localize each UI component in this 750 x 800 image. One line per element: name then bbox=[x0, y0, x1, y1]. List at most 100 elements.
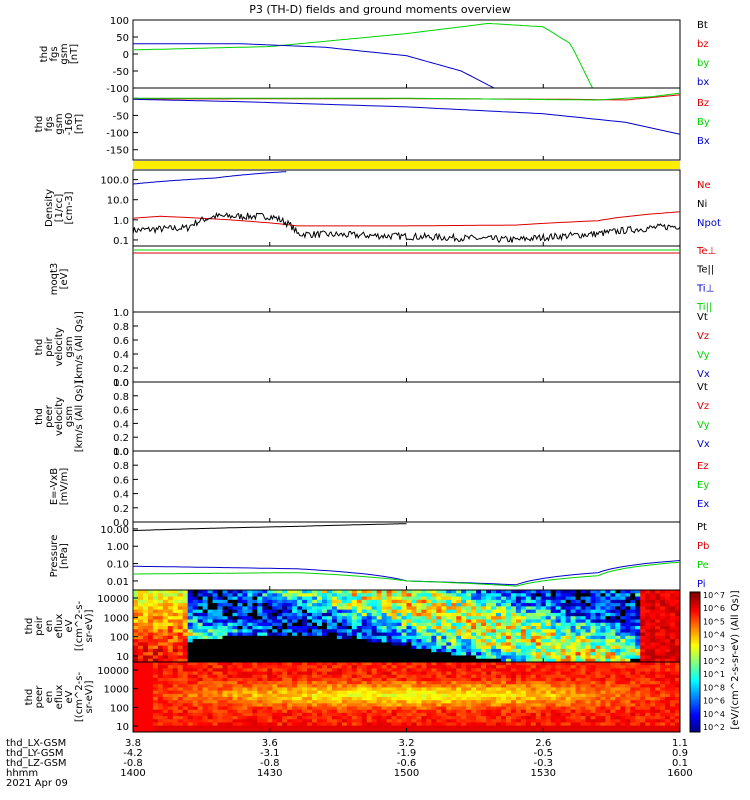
heatmap-cell bbox=[660, 703, 666, 707]
heatmap-cell bbox=[570, 693, 576, 698]
heatmap-cell bbox=[605, 599, 611, 604]
heatmap-cell bbox=[550, 677, 557, 682]
heatmap-cell bbox=[376, 635, 383, 640]
heatmap-cell bbox=[386, 629, 392, 633]
heatmap-cell bbox=[540, 645, 547, 650]
heatmap-cell bbox=[267, 700, 273, 704]
heatmap-cell bbox=[197, 693, 204, 698]
heatmap-cell bbox=[361, 593, 368, 597]
heatmap-cell bbox=[610, 716, 616, 720]
heatmap-cell bbox=[192, 684, 199, 688]
heatmap-cell bbox=[650, 684, 656, 688]
heatmap-cell bbox=[565, 596, 571, 601]
heatmap-cell bbox=[137, 606, 144, 611]
heatmap-cell bbox=[406, 652, 412, 656]
heatmap-cell bbox=[287, 677, 293, 682]
heatmap-cell bbox=[287, 687, 293, 692]
heatmap-cell bbox=[481, 652, 487, 656]
heatmap-cell bbox=[137, 599, 144, 604]
heatmap-cell bbox=[545, 712, 552, 717]
heatmap-cell bbox=[565, 599, 571, 604]
heatmap-cell bbox=[426, 609, 432, 614]
heatmap-cell bbox=[232, 635, 238, 640]
heatmap-cell bbox=[491, 674, 497, 679]
heatmap-cell bbox=[386, 639, 392, 643]
heatmap-cell bbox=[625, 671, 631, 676]
heatmap-cell bbox=[560, 719, 567, 723]
heatmap-cell bbox=[232, 703, 238, 707]
heatmap-cell bbox=[287, 593, 293, 597]
heatmap-cell bbox=[207, 639, 213, 643]
heatmap-cell bbox=[257, 599, 263, 604]
heatmap-cell bbox=[297, 693, 303, 698]
heatmap-cell bbox=[321, 703, 328, 707]
heatmap-cell bbox=[267, 635, 273, 640]
heatmap-cell bbox=[491, 635, 497, 640]
heatmap-cell bbox=[177, 697, 184, 701]
heatmap-cell bbox=[630, 593, 636, 597]
heatmap-cell bbox=[331, 609, 338, 614]
heatmap-cell bbox=[316, 690, 323, 695]
heatmap-cell bbox=[461, 658, 467, 663]
heatmap-cell bbox=[471, 725, 477, 730]
heatmap-cell bbox=[336, 697, 343, 701]
heatmap-cell bbox=[510, 712, 517, 717]
heatmap-cell bbox=[381, 655, 388, 660]
heatmap-cell bbox=[491, 728, 497, 733]
heatmap-cell bbox=[665, 606, 671, 611]
heatmap-cell bbox=[620, 665, 626, 669]
heatmap-cell bbox=[371, 606, 378, 611]
heatmap-cell bbox=[217, 687, 223, 692]
y-tick-label: 0.4 bbox=[113, 490, 129, 501]
heatmap-cell bbox=[640, 635, 646, 640]
heatmap-cell bbox=[451, 671, 457, 676]
heatmap-cell bbox=[351, 706, 358, 711]
heatmap-cell bbox=[630, 622, 636, 627]
heatmap-cell bbox=[361, 616, 368, 620]
heatmap-cell bbox=[615, 677, 621, 682]
heatmap-cell bbox=[262, 629, 268, 633]
heatmap-cell bbox=[555, 709, 562, 714]
heatmap-cell bbox=[615, 706, 621, 711]
heatmap-cell bbox=[217, 662, 223, 666]
heatmap-cell bbox=[287, 665, 293, 669]
heatmap-cell bbox=[535, 719, 542, 723]
heatmap-cell bbox=[386, 593, 392, 597]
heatmap-cell bbox=[660, 635, 666, 640]
heatmap-cell bbox=[645, 590, 651, 594]
heatmap-cell bbox=[187, 677, 194, 682]
heatmap-cell bbox=[600, 606, 606, 611]
heatmap-cell bbox=[416, 619, 422, 624]
heatmap-cell bbox=[177, 616, 184, 620]
heatmap-cell bbox=[302, 674, 308, 679]
heatmap-cell bbox=[346, 725, 353, 730]
heatmap-cell bbox=[411, 658, 417, 663]
heatmap-cell bbox=[147, 622, 154, 627]
heatmap-cell bbox=[157, 645, 164, 650]
heatmap-cell bbox=[456, 690, 462, 695]
heatmap-cell bbox=[456, 719, 462, 723]
heatmap-cell bbox=[192, 671, 199, 676]
heatmap-cell bbox=[356, 728, 363, 733]
heatmap-cell bbox=[640, 716, 646, 720]
heatmap-cell bbox=[217, 619, 223, 624]
heatmap-cell bbox=[471, 687, 477, 692]
heatmap-cell bbox=[655, 612, 661, 617]
heatmap-cell bbox=[341, 712, 348, 717]
heatmap-cell bbox=[466, 658, 472, 663]
heatmap-cell bbox=[471, 642, 477, 647]
legend-entry: Pt bbox=[697, 522, 707, 533]
heatmap-cell bbox=[162, 655, 169, 660]
heatmap-cell bbox=[580, 725, 586, 730]
heatmap-cell bbox=[486, 725, 492, 730]
heatmap-cell bbox=[505, 725, 512, 730]
heatmap-cell bbox=[147, 697, 154, 701]
heatmap-cell bbox=[476, 619, 482, 624]
heatmap-cell bbox=[177, 700, 184, 704]
heatmap-cell bbox=[177, 709, 184, 714]
heatmap-cell bbox=[590, 665, 596, 669]
heatmap-cell bbox=[386, 668, 392, 672]
heatmap-cell bbox=[650, 662, 656, 666]
heatmap-cell bbox=[421, 681, 427, 685]
heatmap-cell bbox=[525, 665, 532, 669]
